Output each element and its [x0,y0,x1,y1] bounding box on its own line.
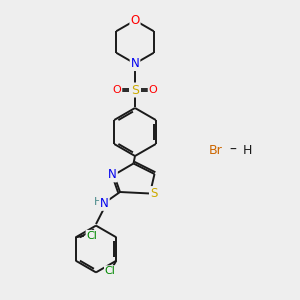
Text: H: H [94,197,102,207]
Text: –: – [229,143,236,157]
Text: O: O [112,85,122,95]
Text: Br: Br [209,143,223,157]
Text: Cl: Cl [86,231,98,241]
Text: Cl: Cl [105,266,116,276]
Text: S: S [131,83,139,97]
Text: O: O [130,14,140,27]
Text: N: N [130,57,140,70]
Text: H: H [243,143,252,157]
Text: O: O [148,85,158,95]
Text: S: S [150,187,157,200]
Text: N: N [100,197,109,210]
Text: N: N [108,168,117,182]
